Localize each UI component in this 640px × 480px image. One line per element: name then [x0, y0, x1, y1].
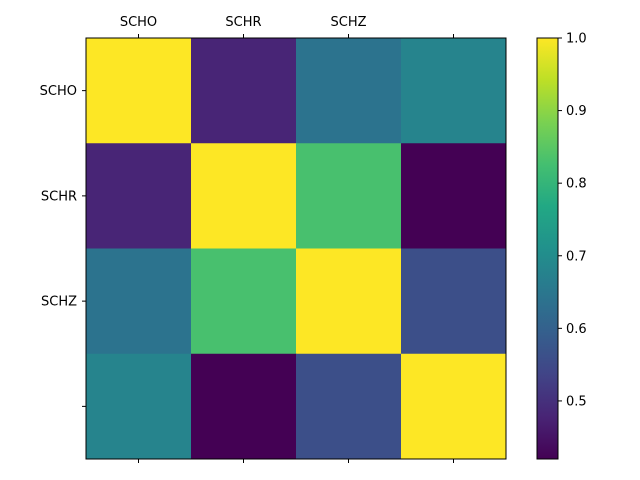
- plot-frame: [85, 37, 507, 460]
- heatmap-cell: [191, 38, 297, 144]
- colorbar-tick-label: 0.5: [566, 394, 587, 409]
- heatmap-cell: [401, 38, 507, 144]
- x-tick-label: SCHO: [120, 15, 157, 30]
- colorbar-tick-labels: 0.5 0.6 0.7 0.8 0.9 1.0: [566, 32, 587, 410]
- heatmap-cell: [296, 38, 402, 144]
- colorbar-tick-marks: [558, 37, 562, 402]
- heatmap-cell: [86, 248, 192, 355]
- y-tick-marks: [82, 90, 86, 407]
- x-tick-label: SCHR: [225, 15, 261, 30]
- heatmap-cell: [296, 353, 402, 460]
- y-tick-label: SCHZ: [41, 295, 77, 310]
- heatmap-cell: [296, 143, 402, 249]
- colorbar-tick-label: 1.0: [566, 32, 587, 47]
- heatmap-cell: [86, 38, 192, 144]
- heatmap-cell: [191, 143, 297, 249]
- heatmap-cell: [296, 248, 402, 355]
- heatmap-cell: [401, 143, 507, 249]
- colorbar-tick-label: 0.8: [566, 177, 587, 192]
- y-tick-label: SCHR: [41, 189, 77, 204]
- heatmap-cell: [191, 248, 297, 355]
- colorbar-tick-label: 0.7: [566, 249, 587, 264]
- colorbar-tick-label: 0.6: [566, 322, 587, 337]
- heatmap-cell: [401, 353, 507, 460]
- heatmap-cell: [86, 143, 192, 249]
- x-tick-marks: [138, 34, 454, 463]
- heatmap-cells: [86, 38, 507, 460]
- heatmap-cell: [86, 353, 192, 460]
- x-tick-labels: SCHO SCHR SCHZ: [120, 15, 367, 30]
- heatmap-cell: [401, 248, 507, 355]
- colorbar-frame: [536, 37, 559, 460]
- y-tick-label: SCHO: [40, 84, 77, 99]
- y-tick-labels: SCHO SCHR SCHZ: [40, 84, 77, 310]
- colorbar: [537, 38, 558, 459]
- colorbar-tick-label: 0.9: [566, 104, 587, 119]
- heatmap-cell: [191, 353, 297, 460]
- x-tick-label: SCHZ: [330, 15, 366, 30]
